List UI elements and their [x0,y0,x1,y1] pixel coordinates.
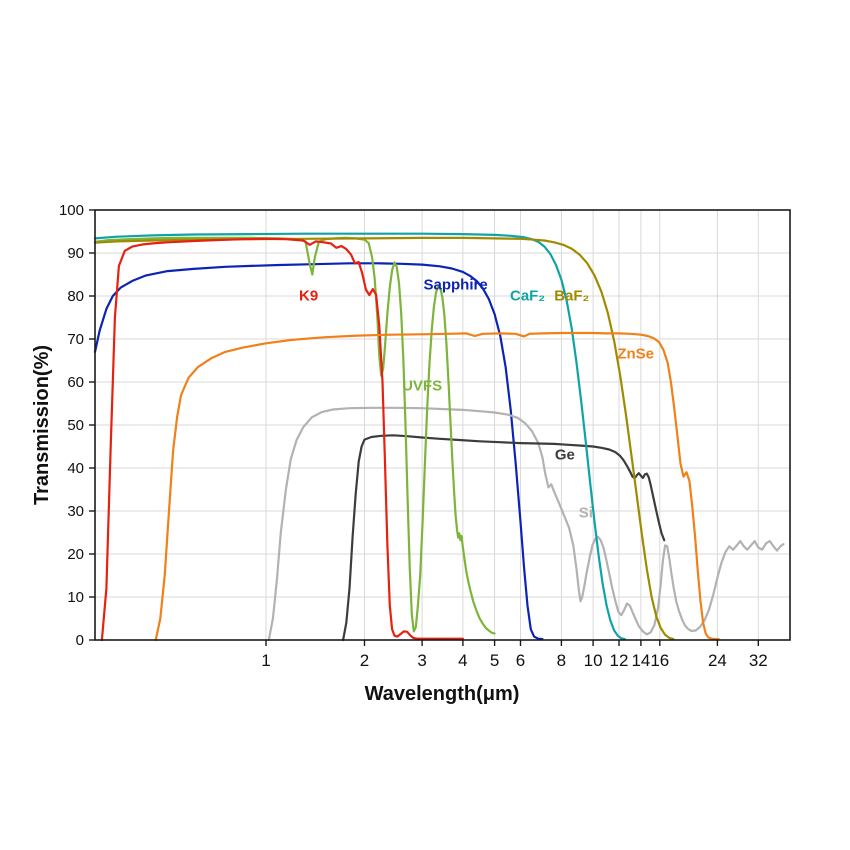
series-curve-UVFS [93,236,496,635]
x-tick-label: 4 [458,651,467,670]
x-tick-label: 5 [490,651,499,670]
series-curve-K9 [100,237,464,642]
x-tick-label: 8 [557,651,566,670]
x-tick-label: 10 [584,651,603,670]
series-label-Ge: Ge [555,446,575,463]
x-tick-label: 32 [749,651,768,670]
x-tick-label: 12 [610,651,629,670]
y-tick-label: 60 [67,374,84,391]
series-curve-Ge [342,434,666,642]
y-tick-label: 20 [67,546,84,563]
series-curve-CaF2 [93,232,626,641]
y-tick-label: 10 [67,589,84,606]
x-tick-label: 3 [417,651,426,670]
x-tick-label: 24 [708,651,727,670]
series-curve-ZnSe [154,331,720,642]
y-tick-label: 40 [67,460,84,477]
series-curve-Sapphire [93,262,544,641]
series-label-Si: Si [579,505,593,522]
y-tick-label: 0 [76,632,84,649]
series-label-CaF2: CaF₂ [510,287,545,304]
x-tick-label: 16 [650,651,669,670]
series-label-K9: K9 [299,287,318,304]
series-label-ZnSe: ZnSe [617,345,654,362]
x-axis-title: Wavelength(μm) [365,683,520,705]
x-tick-label: 2 [360,651,369,670]
x-tick-label: 14 [631,651,650,670]
y-tick-label: 100 [59,202,84,219]
series-curve-Si [267,406,785,642]
x-tick-label: 6 [516,651,525,670]
y-axis-title: Transmission(%) [31,345,53,505]
y-tick-label: 80 [67,288,84,305]
series-label-BaF2: BaF₂ [554,287,589,304]
x-tick-label: 1 [261,651,270,670]
series-curve-BaF2 [93,236,675,641]
y-tick-label: 30 [67,503,84,520]
series-label-Sapphire: Sapphire [424,277,488,294]
y-tick-label: 90 [67,245,84,262]
y-tick-label: 70 [67,331,84,348]
y-tick-label: 50 [67,417,84,434]
series-label-UVFS: UVFS [402,378,442,395]
